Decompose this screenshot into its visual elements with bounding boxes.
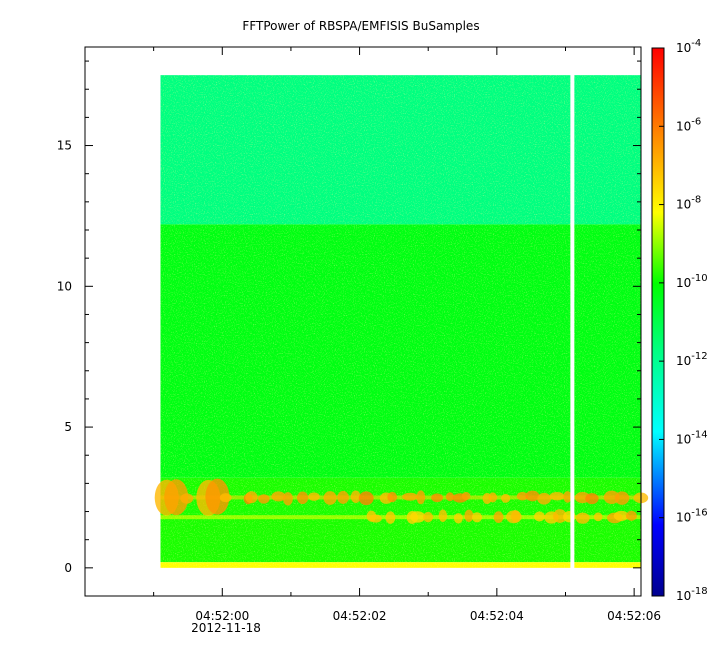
emission-burst: [488, 492, 498, 503]
emission-line-0: [160, 495, 642, 500]
emission-burst: [296, 491, 309, 505]
spectrogram-texture: [160, 75, 642, 568]
emission-burst: [471, 512, 483, 523]
colorbar-tick-label: 10-10: [676, 273, 708, 290]
x-tick-label: 04:52:06: [607, 609, 661, 623]
x-tick-label: 04:52:04: [470, 609, 524, 623]
x-tick-label: 04:52:02: [333, 609, 387, 623]
emission-burst: [493, 511, 504, 524]
colorbar-tick-label: 10-4: [676, 38, 701, 55]
emission-burst: [525, 490, 540, 502]
emission-burst: [358, 491, 374, 506]
emission-burst: [511, 510, 521, 523]
colorbar-tick-label: 10-8: [676, 195, 701, 212]
emission-burst: [516, 491, 529, 501]
emission-burst: [337, 490, 349, 504]
y-tick-label: 0: [64, 561, 72, 575]
colorbar-tick-label: 10-14: [676, 429, 708, 446]
emission-burst: [563, 491, 572, 503]
x-axis: 04:52:00 04:52:02 04:52:04 04:52:06: [153, 47, 661, 623]
emission-burst: [271, 491, 286, 502]
emission-line-1: [160, 515, 642, 520]
emission-burst: [423, 511, 434, 523]
emission-burst: [501, 493, 511, 503]
colorbar-tick-label: 10-12: [676, 351, 708, 368]
emission-burst: [445, 492, 455, 502]
emission-burst: [613, 510, 629, 521]
chart-title: FFTPower of RBSPA/EMFISIS BuSamples: [242, 19, 479, 33]
emission-burst: [537, 492, 551, 505]
colorbar-axis: 10-4 10-6 10-8 10-10 10-12 10-14 10-16 10-18: [659, 38, 708, 603]
emission-burst: [549, 491, 565, 501]
emission-burst: [453, 513, 463, 524]
y-axis: 0 5 10 15: [57, 60, 641, 575]
emission-burst: [431, 493, 443, 503]
emission-burst: [205, 478, 230, 515]
y-tick-label: 10: [57, 279, 72, 293]
emission-burst: [575, 512, 590, 524]
emission-burst: [585, 493, 599, 505]
emission-burst: [593, 512, 603, 522]
emission-burst: [369, 514, 382, 523]
emission-burst: [614, 491, 630, 505]
emission-burst: [461, 492, 471, 501]
emission-burst: [553, 509, 567, 523]
emission-burst: [164, 479, 189, 516]
emission-burst: [438, 509, 448, 522]
emission-burst: [385, 511, 396, 524]
y-tick-label: 15: [57, 139, 72, 153]
colorbar: [651, 47, 665, 597]
emission-burst: [533, 511, 545, 522]
emission-burst: [283, 492, 293, 506]
emission-burst: [464, 509, 474, 522]
emission-burst: [402, 492, 418, 501]
colorbar-tick-label: 10-18: [676, 586, 708, 603]
colorbar-tick-label: 10-6: [676, 116, 701, 133]
plot-area: [154, 74, 649, 569]
plot-frame: [84, 46, 642, 597]
x-date-label: 2012-11-18: [191, 621, 261, 635]
emission-burst: [245, 491, 258, 504]
emission-burst: [626, 510, 637, 521]
emission-burst: [387, 491, 398, 503]
emission-burst: [416, 490, 426, 505]
emission-burst: [410, 511, 426, 523]
y-tick-label: 5: [64, 420, 72, 434]
data-gap: [570, 74, 575, 569]
emission-burst: [180, 493, 194, 504]
x-tick-label: 04:52:00: [195, 609, 249, 623]
emission-burst: [258, 494, 270, 504]
emission-burst: [308, 492, 320, 501]
emission-burst: [219, 493, 232, 503]
emission-burst: [323, 491, 337, 505]
emission-burst: [350, 490, 361, 503]
colorbar-tick-label: 10-16: [676, 508, 708, 525]
